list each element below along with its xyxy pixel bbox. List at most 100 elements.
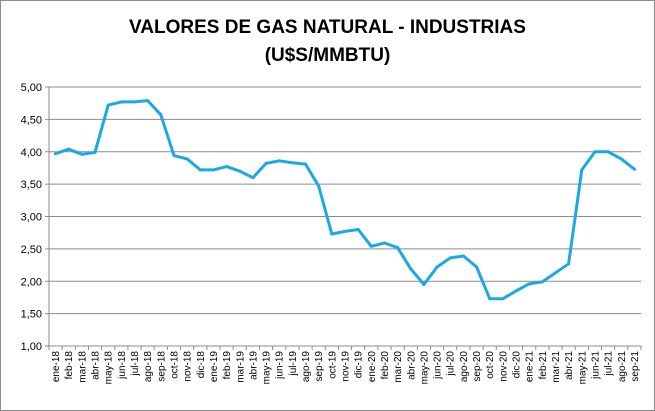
x-tick-label: ago-18 <box>143 351 154 383</box>
x-tick-label: jul-20 <box>446 351 457 377</box>
x-tick-label: abr-19 <box>248 351 259 380</box>
axes <box>45 86 642 350</box>
x-tick-label: nov-20 <box>498 351 509 382</box>
x-tick-label: jun-18 <box>117 351 128 380</box>
series <box>54 99 636 301</box>
y-tick-label: 4,50 <box>21 114 42 126</box>
y-tick-label: 3,00 <box>21 212 42 224</box>
data-point <box>330 232 334 236</box>
x-tick-label: dic-20 <box>512 351 523 379</box>
x-tick-label: mar-20 <box>393 351 404 383</box>
x-tick-label: ene-21 <box>525 351 536 383</box>
x-tick-label: feb-18 <box>64 351 75 380</box>
x-tick-label: ene-18 <box>51 351 62 383</box>
data-point <box>290 161 294 165</box>
data-point <box>93 150 97 154</box>
x-tick-label: may-21 <box>577 351 588 385</box>
x-tick-label: nov-18 <box>183 351 194 382</box>
x-tick-label: nov-19 <box>341 351 352 382</box>
x-tick-label: mar-19 <box>235 351 246 383</box>
y-tick-label: 1,00 <box>21 341 42 353</box>
x-tick-label: may-20 <box>419 351 430 385</box>
data-point <box>317 184 321 188</box>
data-point <box>409 267 413 271</box>
data-point <box>619 157 623 161</box>
x-tick-label: feb-19 <box>222 351 233 380</box>
x-tick-label: feb-21 <box>538 351 549 380</box>
data-point <box>251 176 255 180</box>
data-point <box>396 246 400 250</box>
data-point <box>540 280 544 284</box>
x-tick-label: jul-18 <box>130 351 141 377</box>
y-tick-label: 2,00 <box>21 276 42 288</box>
data-point <box>475 265 479 269</box>
data-point <box>593 150 597 154</box>
x-tick-label: ago-20 <box>459 351 470 383</box>
data-point <box>80 152 84 156</box>
data-point <box>382 241 386 245</box>
data-point <box>67 147 71 151</box>
x-tick-label: dic-18 <box>196 351 207 379</box>
data-point <box>172 154 176 158</box>
data-point <box>369 244 373 248</box>
data-point <box>356 227 360 231</box>
data-point <box>133 100 137 104</box>
chart-title-line2: (U$S/MMBTU) <box>264 45 391 66</box>
x-tick-label: jul-19 <box>288 351 299 377</box>
data-point <box>225 165 229 169</box>
x-tick-label: ago-21 <box>617 351 628 383</box>
x-tick-label: sep-21 <box>630 351 641 382</box>
data-point <box>448 256 452 260</box>
data-point <box>580 168 584 172</box>
x-tick-label: abr-21 <box>564 351 575 380</box>
y-tick-label: 3,50 <box>21 179 42 191</box>
data-point <box>422 282 426 286</box>
gridlines <box>49 86 641 315</box>
data-point <box>277 159 281 163</box>
data-point <box>54 152 58 156</box>
data-point <box>198 168 202 172</box>
x-tick-label: jun-19 <box>275 351 286 380</box>
x-tick-label: oct-20 <box>485 351 496 379</box>
data-point <box>343 229 347 233</box>
data-point <box>159 113 163 117</box>
y-tick-label: 5,00 <box>21 82 42 94</box>
x-tick-label: jun-21 <box>590 351 601 380</box>
x-tick-label: ago-19 <box>301 351 312 383</box>
data-point <box>461 254 465 258</box>
data-point <box>435 265 439 269</box>
x-tick-label: abr-20 <box>406 351 417 380</box>
x-tick-label: may-18 <box>104 351 115 385</box>
x-tick-label: feb-20 <box>380 351 391 380</box>
x-tick-label: mar-18 <box>77 351 88 383</box>
data-point <box>146 99 150 103</box>
chart-title: VALORES DE GAS NATURAL - INDUSTRIAS (U$S… <box>0 14 655 70</box>
x-tick-label: may-19 <box>262 351 273 385</box>
data-point <box>106 103 110 107</box>
series-line <box>54 99 636 301</box>
x-tick-label: jul-21 <box>604 351 615 377</box>
data-point <box>514 289 518 293</box>
x-tick-label: ene-19 <box>209 351 220 383</box>
y-tick-label: 4,00 <box>21 147 42 159</box>
y-tick-label: 2,50 <box>21 244 42 256</box>
x-tick-label: ene-20 <box>367 351 378 383</box>
x-tick-label: abr-18 <box>91 351 102 380</box>
data-point <box>501 297 505 301</box>
x-tick-label: sep-18 <box>156 351 167 382</box>
data-point <box>211 168 215 172</box>
data-point <box>488 297 492 301</box>
data-point <box>185 157 189 161</box>
x-tick-label: sep-20 <box>472 351 483 382</box>
x-tick-label: jun-20 <box>433 351 444 380</box>
data-point <box>119 100 123 104</box>
x-tick-label: oct-18 <box>169 351 180 379</box>
data-point <box>606 150 610 154</box>
data-point <box>264 161 268 165</box>
data-point <box>527 282 531 286</box>
data-point <box>304 162 308 166</box>
x-tick-label: dic-19 <box>354 351 365 379</box>
x-tick-label: oct-19 <box>327 351 338 379</box>
